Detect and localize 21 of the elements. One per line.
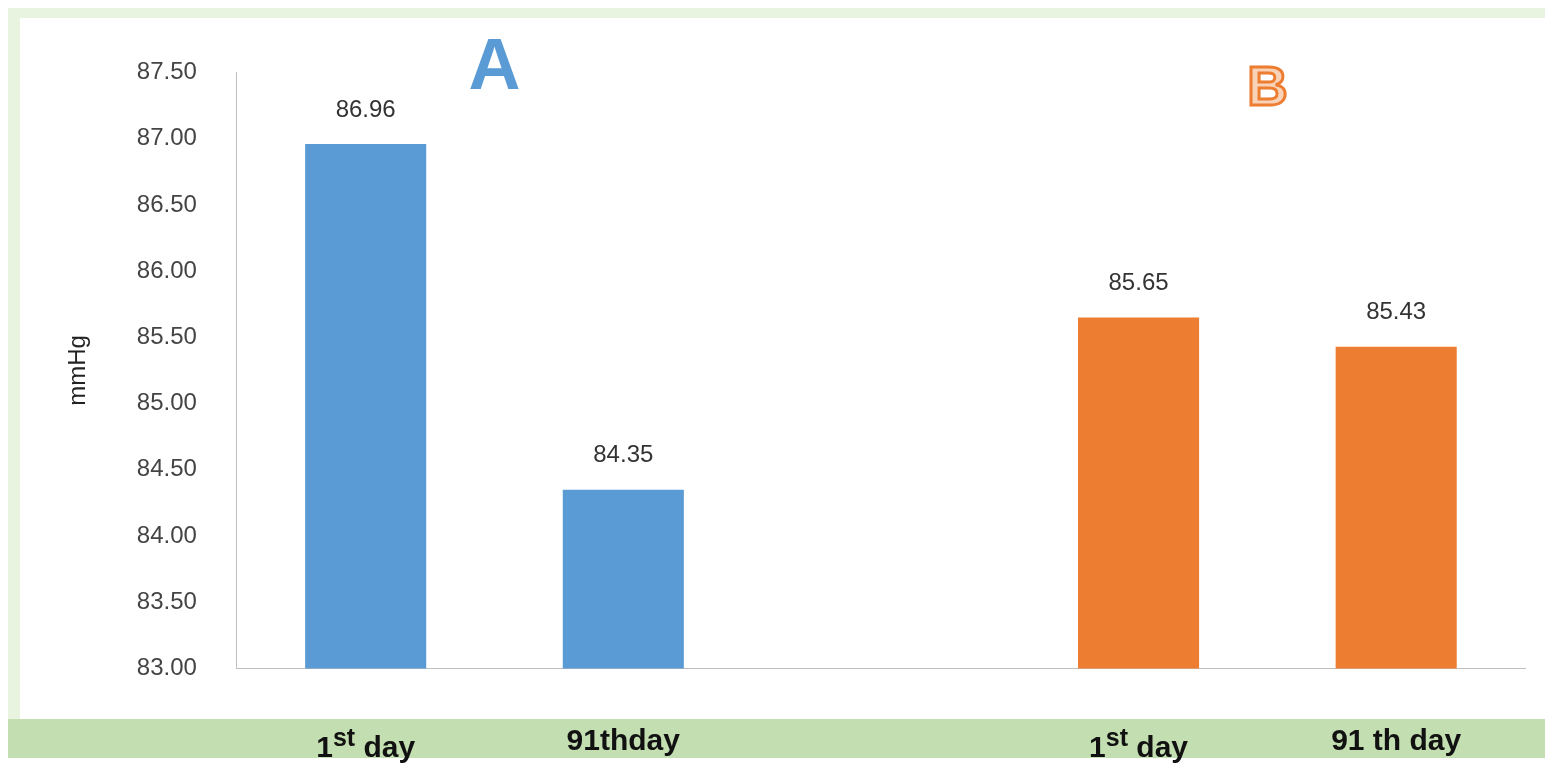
annotation: A: [468, 24, 521, 104]
y-tick-label: 83.00: [136, 653, 197, 681]
y-tick-label: 86.50: [136, 189, 197, 217]
x-tick-label: 1$^{st}$ day: [1089, 723, 1189, 764]
data-label: 85.43: [1366, 297, 1427, 325]
x-tick-label: 91 th day: [1331, 723, 1462, 757]
y-tick-label: 85.00: [136, 388, 197, 416]
y-tick-label: 84.00: [136, 520, 197, 548]
data-label: 84.35: [593, 440, 654, 468]
y-tick-label: 83.50: [136, 586, 197, 614]
x-tick-label: 91thday: [566, 723, 680, 757]
data-label: 85.65: [1108, 268, 1169, 296]
y-tick-label: 87.50: [136, 57, 197, 85]
annotation: B: [1247, 54, 1288, 117]
y-axis-title: mmHg: [63, 335, 91, 406]
y-tick-label: 86.00: [136, 255, 197, 283]
y-tick-label: 87.00: [136, 123, 197, 151]
data-label: 86.96: [335, 94, 396, 122]
y-tick-label: 85.50: [136, 322, 197, 349]
x-tick-label: 1$^{st}$ day: [316, 723, 416, 764]
y-tick-label: 84.50: [136, 454, 197, 482]
